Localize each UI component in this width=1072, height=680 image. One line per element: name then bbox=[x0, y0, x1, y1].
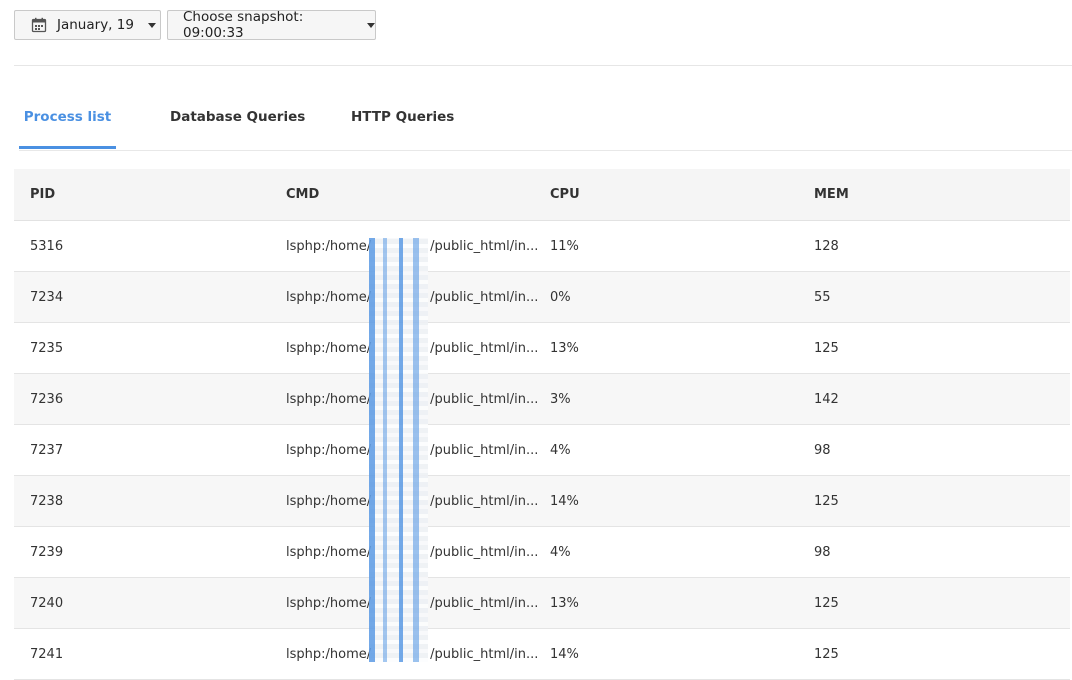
cmd-prefix: lsphp:/home/ bbox=[286, 493, 372, 509]
table-row[interactable]: 7236 lsphp:/home/ /public_html/in... 3% 1… bbox=[14, 374, 1070, 425]
cmd-suffix: /public_html/in... bbox=[430, 442, 539, 458]
cmd-prefix: lsphp:/home/ bbox=[286, 340, 372, 356]
cell-cpu: 3% bbox=[550, 391, 571, 407]
cell-cmd: lsphp:/home/ /public_html/in... bbox=[286, 392, 538, 407]
cmd-prefix: lsphp:/home/ bbox=[286, 238, 372, 254]
table-header: PID CMD CPU MEM bbox=[14, 169, 1070, 221]
cell-pid: 7240 bbox=[30, 595, 64, 611]
cell-cpu: 11% bbox=[550, 238, 579, 254]
cmd-suffix: /public_html/in... bbox=[430, 238, 539, 254]
date-dropdown[interactable]: January, 19 bbox=[14, 10, 161, 40]
tab-process-list[interactable]: Process list bbox=[19, 96, 116, 149]
cell-cmd: lsphp:/home/ /public_html/in... bbox=[286, 647, 538, 662]
cell-mem: 142 bbox=[814, 391, 839, 407]
table-row[interactable]: 5316 lsphp:/home//public_html/in... 11% … bbox=[14, 221, 1070, 272]
process-table: PID CMD CPU MEM 5316 lsphp:/home/ /public… bbox=[14, 169, 1070, 680]
cell-pid: 7234 bbox=[30, 289, 64, 305]
cmd-prefix: lsphp:/home/ bbox=[286, 391, 372, 407]
table-row[interactable]: 7237 lsphp:/home/ /public_html/in... 4% 9… bbox=[14, 425, 1070, 476]
tab-bar: Process list Database Queries HTTP Queri… bbox=[19, 96, 1072, 151]
cell-mem: 125 bbox=[814, 493, 839, 509]
cell-cmd: lsphp:/home/ /public_html/in... bbox=[286, 545, 538, 560]
table-row[interactable]: 7234 lsphp:/home/ /public_html/in... 0% 5… bbox=[14, 272, 1070, 323]
cell-cmd: lsphp:/home/ /public_html/in... bbox=[286, 494, 538, 509]
table-row[interactable]: 7239 lsphp:/home/ /public_html/in... 4% 9… bbox=[14, 527, 1070, 578]
cmd-suffix: /public_html/in... bbox=[430, 595, 539, 611]
date-dropdown-label: January, 19 bbox=[57, 17, 134, 33]
cell-cmd: lsphp:/home/ /public_html/in... bbox=[286, 443, 538, 458]
toolbar-divider bbox=[14, 65, 1072, 66]
cell-pid: 7238 bbox=[30, 493, 64, 509]
cell-cpu: 4% bbox=[550, 544, 571, 560]
cmd-prefix: lsphp:/home/ bbox=[286, 544, 372, 560]
cell-mem: 125 bbox=[814, 646, 839, 662]
toolbar: January, 19 Choose snapshot: 09:00:33 bbox=[14, 9, 376, 41]
snapshot-dropdown[interactable]: Choose snapshot: 09:00:33 bbox=[167, 9, 376, 41]
column-header-cmd[interactable]: CMD bbox=[286, 187, 320, 202]
cell-mem: 125 bbox=[814, 340, 839, 356]
cell-pid: 7236 bbox=[30, 391, 64, 407]
tab-http-queries[interactable]: HTTP Queries bbox=[351, 109, 455, 125]
cell-mem: 125 bbox=[814, 595, 839, 611]
tab-database-queries[interactable]: Database Queries bbox=[170, 109, 306, 125]
cmd-suffix: /public_html/in... bbox=[430, 646, 539, 662]
cell-cpu: 4% bbox=[550, 442, 571, 458]
cell-pid: 7239 bbox=[30, 544, 64, 560]
cell-mem: 98 bbox=[814, 544, 831, 560]
cell-mem: 55 bbox=[814, 289, 831, 305]
cell-cmd: lsphp:/home/ /public_html/in... bbox=[286, 341, 538, 356]
cell-cpu: 14% bbox=[550, 646, 579, 662]
cell-mem: 128 bbox=[814, 238, 839, 254]
table-row[interactable]: 7238 lsphp:/home//public_html/in... 14% … bbox=[14, 476, 1070, 527]
calendar-icon bbox=[31, 17, 47, 33]
cmd-suffix: /public_html/in... bbox=[430, 289, 539, 305]
column-header-pid[interactable]: PID bbox=[30, 187, 56, 202]
cell-cpu: 0% bbox=[550, 289, 571, 305]
cell-cpu: 13% bbox=[550, 595, 579, 611]
cell-cpu: 13% bbox=[550, 340, 579, 356]
cell-pid: 7235 bbox=[30, 340, 64, 356]
cmd-suffix: /public_html/in... bbox=[430, 544, 539, 560]
cell-pid: 7241 bbox=[30, 646, 64, 662]
cell-mem: 98 bbox=[814, 442, 831, 458]
table-row[interactable]: 7241 lsphp:/home//public_html/in... 14% … bbox=[14, 629, 1070, 680]
cmd-prefix: lsphp:/home/ bbox=[286, 289, 372, 305]
cell-cmd: lsphp:/home/ /public_html/in... bbox=[286, 596, 538, 611]
cmd-suffix: /public_html/in... bbox=[430, 391, 539, 407]
cell-pid: 7237 bbox=[30, 442, 64, 458]
column-header-mem[interactable]: MEM bbox=[814, 187, 849, 202]
caret-down-icon bbox=[367, 22, 375, 28]
caret-down-icon bbox=[147, 22, 156, 28]
cell-pid: 5316 bbox=[30, 238, 64, 254]
redaction-overlay bbox=[369, 238, 428, 662]
snapshot-dropdown-label: Choose snapshot: 09:00:33 bbox=[183, 9, 304, 41]
cmd-prefix: lsphp:/home/ bbox=[286, 595, 372, 611]
column-header-cpu[interactable]: CPU bbox=[550, 187, 580, 202]
cell-cpu: 14% bbox=[550, 493, 579, 509]
table-row[interactable]: 7240 lsphp:/home//public_html/in... 13% … bbox=[14, 578, 1070, 629]
cell-cmd: lsphp:/home/ /public_html/in... bbox=[286, 239, 538, 254]
cmd-suffix: /public_html/in... bbox=[430, 493, 539, 509]
table-row[interactable]: 7235 lsphp:/home//public_html/in... 13% … bbox=[14, 323, 1070, 374]
cmd-prefix: lsphp:/home/ bbox=[286, 646, 372, 662]
cell-cmd: lsphp:/home/ /public_html/in... bbox=[286, 290, 538, 305]
cmd-prefix: lsphp:/home/ bbox=[286, 442, 372, 458]
cmd-suffix: /public_html/in... bbox=[430, 340, 539, 356]
